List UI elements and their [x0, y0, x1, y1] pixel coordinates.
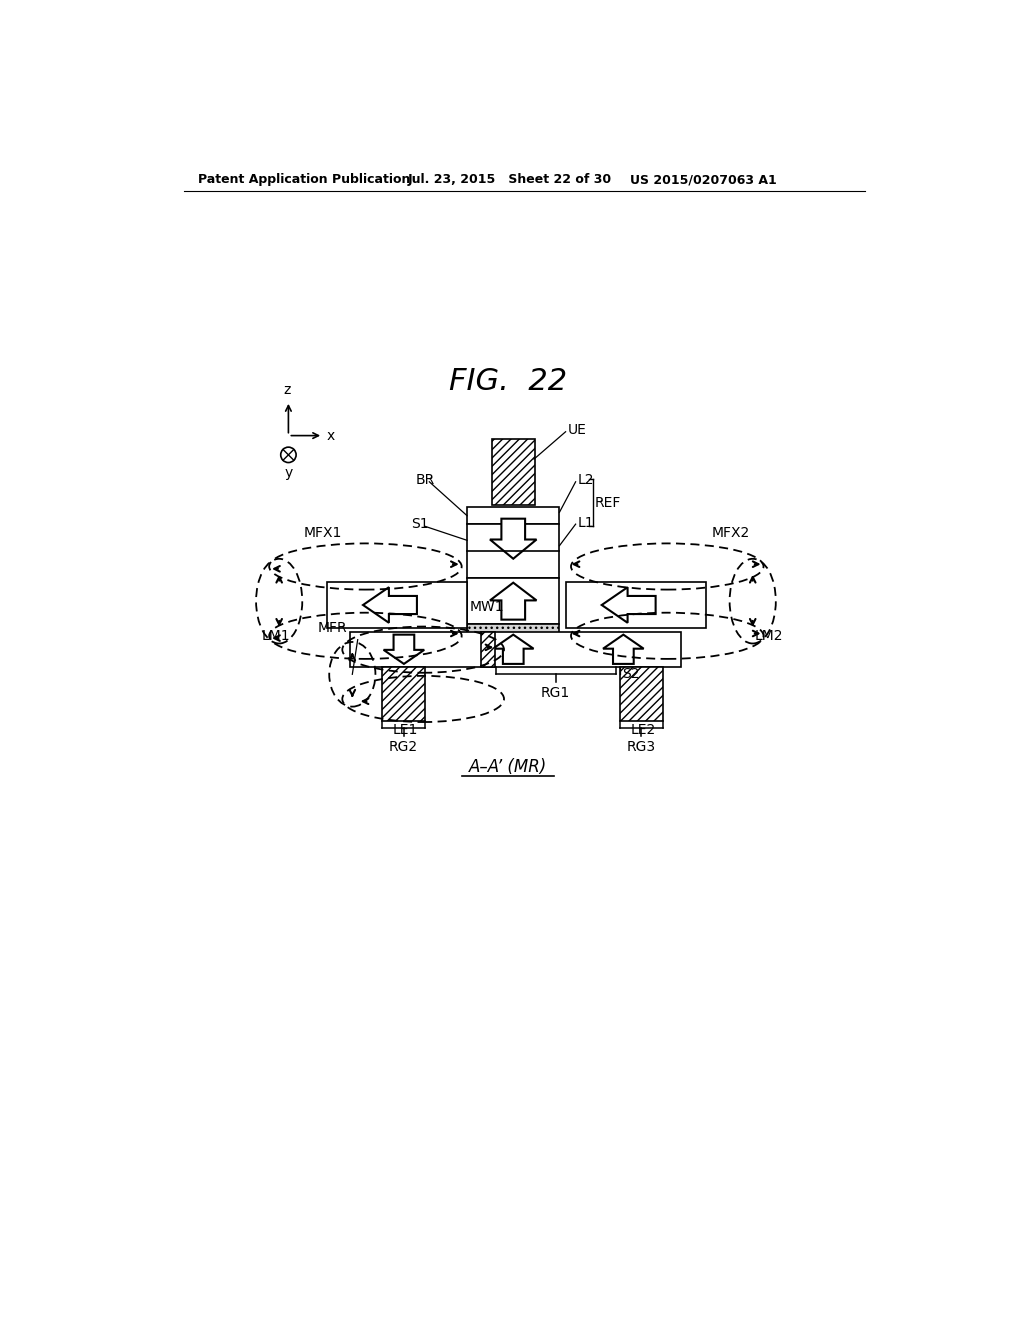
- Text: L2: L2: [578, 474, 594, 487]
- Polygon shape: [489, 582, 537, 619]
- Bar: [467, 578, 559, 624]
- Bar: [467, 507, 559, 524]
- Bar: [621, 667, 663, 721]
- Text: x: x: [327, 429, 335, 442]
- Text: MFX1: MFX1: [304, 527, 342, 540]
- Bar: [493, 440, 535, 506]
- Text: RG1: RG1: [541, 686, 570, 700]
- Text: REF: REF: [595, 495, 622, 510]
- Bar: [467, 624, 559, 636]
- Text: LM2: LM2: [755, 628, 782, 643]
- Text: y: y: [285, 466, 293, 480]
- Text: LM1: LM1: [261, 628, 290, 643]
- Text: MW1: MW1: [469, 599, 504, 614]
- Bar: [327, 582, 467, 628]
- Bar: [481, 632, 495, 667]
- Text: MFR: MFR: [317, 622, 347, 635]
- Bar: [350, 632, 681, 667]
- Bar: [382, 667, 425, 721]
- Text: Patent Application Publication: Patent Application Publication: [199, 173, 411, 186]
- Text: RG3: RG3: [627, 739, 656, 754]
- Bar: [565, 582, 706, 628]
- Text: US 2015/0207063 A1: US 2015/0207063 A1: [630, 173, 776, 186]
- Text: z: z: [284, 383, 291, 397]
- Text: LE2: LE2: [631, 723, 656, 737]
- Polygon shape: [364, 587, 417, 623]
- Text: UE: UE: [568, 424, 587, 437]
- Polygon shape: [603, 635, 644, 664]
- Polygon shape: [602, 587, 655, 623]
- Text: RG2: RG2: [389, 739, 418, 754]
- Text: S2: S2: [622, 668, 639, 681]
- Polygon shape: [493, 635, 534, 664]
- Text: MFX2: MFX2: [712, 527, 751, 540]
- Text: Jul. 23, 2015   Sheet 22 of 30: Jul. 23, 2015 Sheet 22 of 30: [408, 173, 612, 186]
- Polygon shape: [489, 519, 537, 558]
- Text: A–A’ (MR): A–A’ (MR): [469, 758, 547, 776]
- Text: BR: BR: [416, 474, 435, 487]
- Bar: [467, 524, 559, 578]
- Polygon shape: [384, 635, 424, 664]
- Text: FIG.  22: FIG. 22: [449, 367, 567, 396]
- Text: L1: L1: [578, 516, 594, 529]
- Text: LE1: LE1: [392, 723, 418, 737]
- Text: S1: S1: [412, 517, 429, 531]
